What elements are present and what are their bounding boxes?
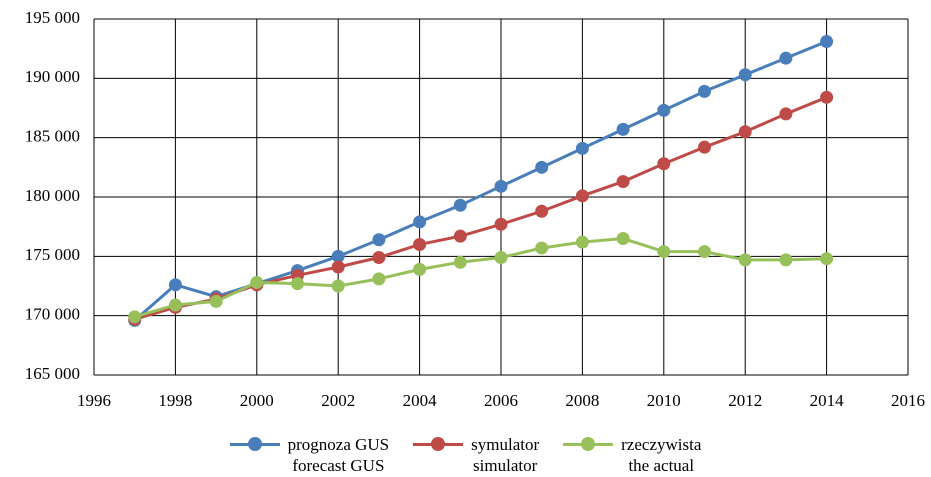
y-tick-label: 185 000: [25, 127, 80, 146]
y-tick-label: 165 000: [25, 364, 80, 383]
x-tick-label: 2012: [728, 391, 762, 410]
data-point: [413, 215, 427, 229]
data-point: [820, 90, 834, 104]
data-point: [168, 278, 182, 292]
data-point: [413, 262, 427, 276]
data-point: [616, 122, 630, 136]
legend-label: rzeczywista the actual: [621, 435, 702, 475]
data-point: [372, 233, 386, 247]
data-point: [535, 160, 549, 174]
x-tick-label: 2014: [810, 391, 845, 410]
legend-entry: symulator simulator: [413, 434, 539, 476]
data-point: [331, 279, 345, 293]
series-line: [134, 237, 827, 319]
data-point: [453, 229, 467, 243]
data-point: [250, 275, 264, 289]
data-point: [168, 298, 182, 312]
y-tick-label: 190 000: [25, 67, 80, 86]
data-point: [657, 103, 671, 117]
data-point: [616, 175, 630, 189]
data-point: [331, 249, 345, 263]
x-tick-label: 2016: [891, 391, 925, 410]
x-tick-label: 2002: [321, 391, 355, 410]
legend-entry: prognoza GUS forecast GUS: [229, 434, 390, 476]
data-point: [738, 125, 752, 139]
data-point: [128, 310, 142, 324]
data-point: [331, 260, 345, 274]
series-line: [133, 40, 828, 322]
y-tick-label: 195 000: [25, 8, 80, 27]
legend-swatch: [563, 434, 614, 454]
data-point: [657, 245, 671, 259]
data-point: [820, 35, 834, 49]
data-point: [535, 241, 549, 255]
y-tick-label: 180 000: [25, 186, 80, 205]
data-point: [657, 157, 671, 171]
data-point: [738, 253, 752, 267]
data-point: [616, 232, 630, 246]
legend: prognoza GUS forecast GUS symulator simul…: [0, 434, 931, 476]
x-tick-label: 2008: [565, 391, 599, 410]
legend-entry: rzeczywista the actual: [563, 434, 701, 476]
data-point: [453, 255, 467, 269]
legend-swatch: [229, 434, 280, 454]
x-tick-label: 2010: [647, 391, 681, 410]
data-point: [738, 68, 752, 82]
data-point: [698, 84, 711, 98]
data-point: [494, 179, 508, 193]
chart: 165 000 170 000 175 000 180 000 185 000 190 0…: [25, 8, 925, 410]
x-tick-label: 2006: [484, 391, 518, 410]
data-point: [372, 272, 386, 286]
data-point: [575, 189, 589, 203]
y-tick-label: 175 000: [25, 245, 80, 264]
x-tick-label: 1996: [77, 391, 111, 410]
data-point: [575, 235, 589, 249]
data-point: [779, 253, 793, 267]
x-tick-label: 2004: [403, 391, 438, 410]
x-tick-label: 2000: [240, 391, 274, 410]
legend-label: prognoza GUS forecast GUS: [287, 435, 390, 475]
x-tick-label: 1998: [158, 391, 192, 410]
series-line: [134, 95, 828, 321]
data-point: [453, 198, 467, 212]
legend-swatch: [413, 434, 464, 454]
data-point: [779, 51, 793, 65]
data-point: [413, 237, 427, 251]
data-point: [291, 277, 304, 291]
legend-label: symulator simulator: [471, 435, 540, 475]
data-point: [779, 107, 793, 121]
data-point: [698, 140, 711, 154]
data-point: [575, 141, 589, 155]
data-point: [820, 252, 834, 266]
data-point: [372, 251, 386, 265]
data-point: [698, 245, 711, 259]
data-point: [494, 217, 508, 231]
data-point: [494, 251, 508, 265]
data-point: [535, 204, 549, 218]
data-point: [209, 294, 223, 308]
y-tick-label: 170 000: [25, 305, 80, 324]
